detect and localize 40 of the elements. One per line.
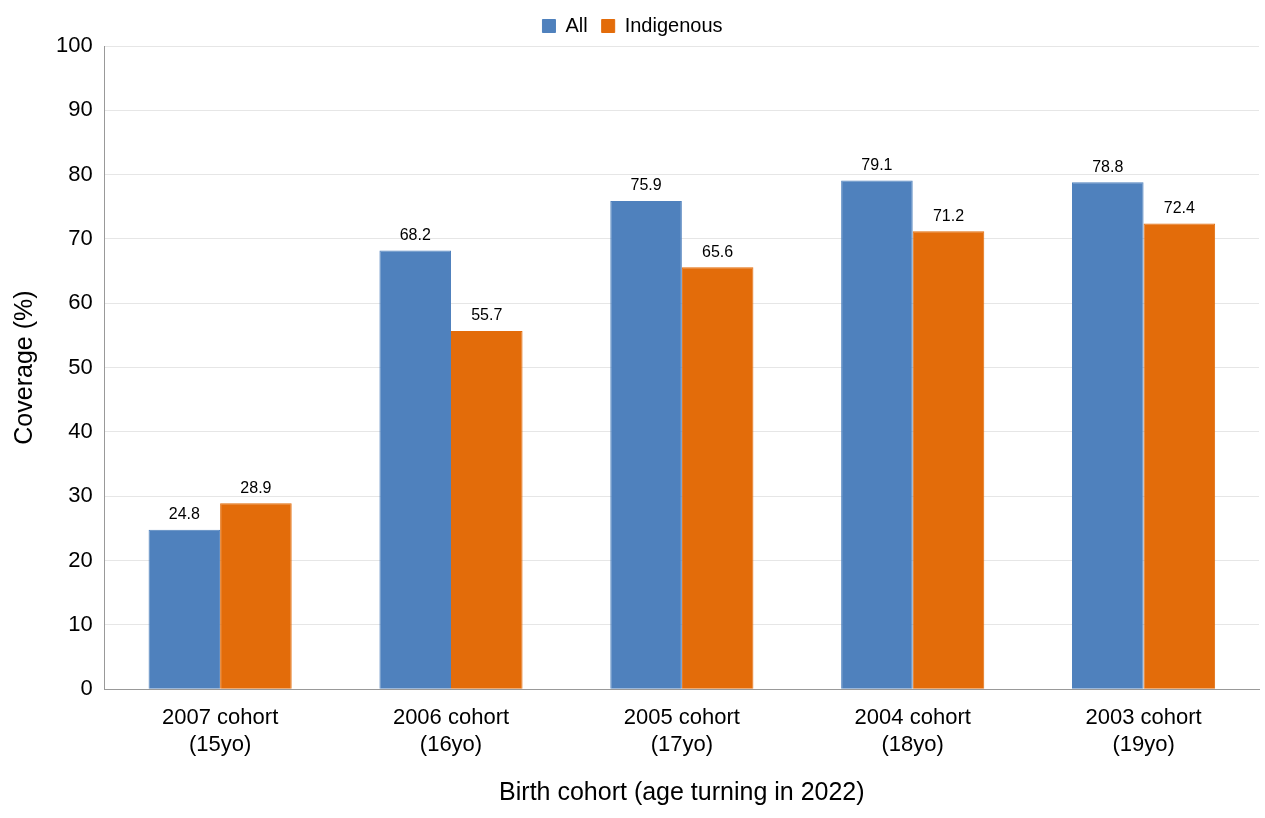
bar	[841, 180, 913, 689]
bar	[379, 250, 451, 689]
x-tick-label: 2004 cohort (18yo)	[854, 704, 971, 756]
y-tick-label: 80	[68, 160, 93, 186]
data-label: 65.6	[702, 242, 734, 260]
y-tick-label: 10	[68, 610, 93, 636]
bar	[450, 330, 523, 689]
data-label: 24.8	[168, 505, 201, 523]
bar	[1072, 182, 1144, 689]
y-tick-label: 90	[68, 96, 93, 122]
y-axis-title: Coverage (%)	[8, 290, 37, 445]
y-tick-label: 30	[68, 482, 93, 508]
x-tick-label: 2006 cohort (16yo)	[392, 704, 510, 756]
data-label: 28.9	[240, 478, 272, 496]
data-label: 78.8	[1092, 157, 1124, 175]
bar	[1143, 223, 1216, 689]
bar	[220, 503, 292, 689]
y-tick-label: 60	[68, 289, 93, 315]
data-label: 71.2	[932, 206, 965, 224]
x-tick-label: 2003 cohort (19yo)	[1085, 704, 1202, 756]
x-tick-label: 2007 cohort (15yo)	[162, 704, 279, 756]
legend-label: All	[565, 13, 588, 36]
bar	[148, 529, 221, 689]
legend-label: Indigenous	[624, 13, 723, 36]
y-tick-label: 100	[55, 32, 93, 58]
data-label: 75.9	[630, 176, 662, 194]
x-tick-label: 2005 cohort (17yo)	[623, 704, 740, 756]
bar	[912, 231, 985, 689]
data-label: 72.4	[1163, 198, 1196, 216]
data-label: 79.1	[861, 155, 893, 173]
y-tick-label: 70	[68, 225, 93, 251]
y-tick-label: 40	[68, 417, 93, 443]
bar	[610, 201, 682, 689]
data-label: 55.7	[471, 306, 503, 324]
y-tick-label: 50	[68, 353, 93, 379]
bar	[681, 267, 754, 689]
x-axis-title: Birth cohort (age turning in 2022)	[499, 776, 865, 805]
y-tick-label: 20	[68, 546, 93, 572]
data-label: 68.2	[399, 225, 431, 243]
y-tick-label: 0	[80, 675, 93, 701]
